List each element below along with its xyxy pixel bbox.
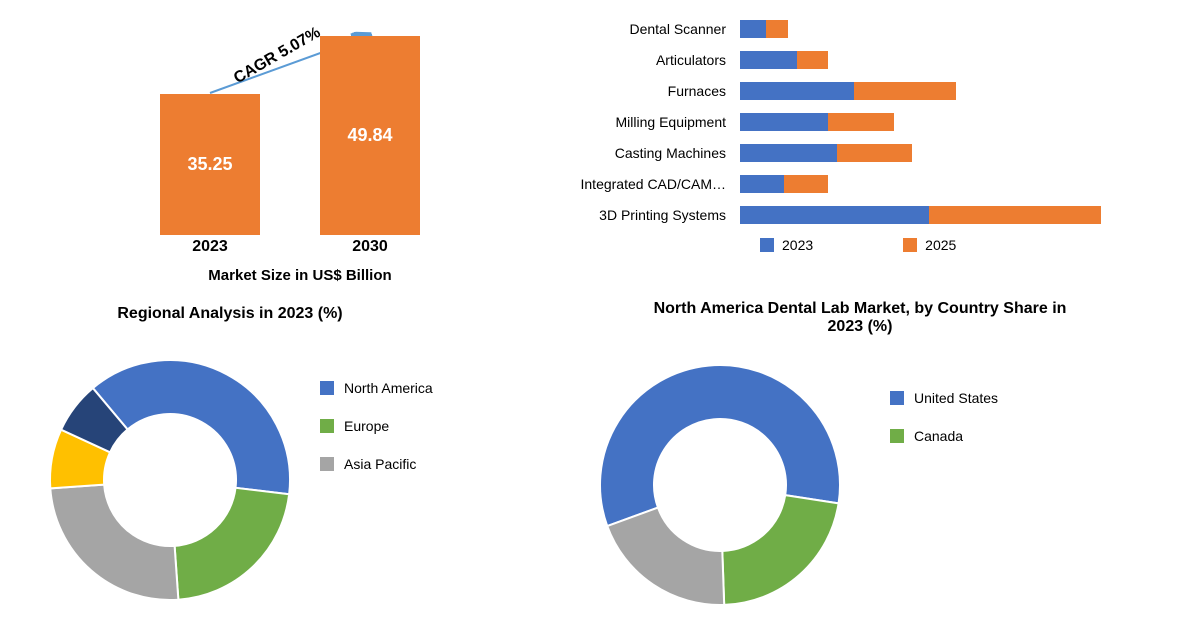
panel-north-america: North America Dental Lab Market, by Coun… <box>520 300 1200 600</box>
bar-xlabel-2030: 2030 <box>320 238 420 256</box>
legend-item: United States <box>890 390 998 406</box>
legend-item: 2023 <box>760 237 813 253</box>
legend-item: 2025 <box>903 237 956 253</box>
panel-equipment: Dental Scanner Articulators Furnaces Millin… <box>520 0 1200 300</box>
equipment-legend: 2023 2025 <box>540 237 1180 253</box>
regional-legend: North America Europe Asia Pacific <box>320 380 433 472</box>
bar-2023: 35.25 <box>160 94 260 235</box>
hbar-row: Furnaces <box>540 77 1180 105</box>
legend-swatch <box>760 238 774 252</box>
hbar-label: Integrated CAD/CAM… <box>540 176 740 192</box>
hbar-label: Articulators <box>540 52 740 68</box>
legend-label: North America <box>344 380 433 396</box>
na-legend: United States Canada <box>890 390 998 444</box>
hbar-row: 3D Printing Systems <box>540 201 1180 229</box>
legend-swatch <box>890 391 904 405</box>
hbar-segments <box>740 82 956 100</box>
hbar-seg <box>740 20 766 38</box>
hbar-seg <box>784 175 828 193</box>
hbar-segments <box>740 20 788 38</box>
equipment-chart: Dental Scanner Articulators Furnaces Millin… <box>540 15 1180 275</box>
legend-label: Europe <box>344 418 389 434</box>
bar-xlabel-2023: 2023 <box>160 238 260 256</box>
hbar-label: Dental Scanner <box>540 21 740 37</box>
legend-label: 2023 <box>782 237 813 253</box>
legend-swatch <box>320 419 334 433</box>
panel-regional: Regional Analysis in 2023 (%) North Amer… <box>0 300 520 600</box>
hbar-seg <box>828 113 894 131</box>
donut-slice <box>722 495 838 605</box>
hbar-seg <box>854 82 955 100</box>
donut-slice <box>50 485 178 600</box>
legend-swatch <box>320 381 334 395</box>
regional-donut <box>40 350 300 610</box>
legend-label: United States <box>914 390 998 406</box>
hbar-segments <box>740 113 894 131</box>
hbar-seg <box>740 144 837 162</box>
legend-item: Europe <box>320 418 433 434</box>
legend-item: Asia Pacific <box>320 456 433 472</box>
hbar-seg <box>740 206 929 224</box>
legend-label: Canada <box>914 428 963 444</box>
na-title: North America Dental Lab Market, by Coun… <box>650 300 1070 336</box>
legend-item: Canada <box>890 428 998 444</box>
hbar-seg <box>740 82 854 100</box>
hbar-seg <box>797 51 828 69</box>
hbar-segments <box>740 175 828 193</box>
legend-swatch <box>320 457 334 471</box>
hbar-seg <box>740 51 797 69</box>
hbar-seg <box>766 20 788 38</box>
legend-swatch <box>903 238 917 252</box>
hbar-seg <box>740 113 828 131</box>
hbar-segments <box>740 206 1101 224</box>
donut-slice <box>607 508 724 605</box>
donut-slice <box>175 488 290 600</box>
hbar-seg <box>929 206 1101 224</box>
na-donut <box>590 355 850 615</box>
hbar-row: Dental Scanner <box>540 15 1180 43</box>
bar-2030: 49.84 <box>320 36 420 235</box>
hbar-row: Articulators <box>540 46 1180 74</box>
legend-label: 2025 <box>925 237 956 253</box>
panel-market-size: CAGR 5.07% 35.2549.84 Market Size in US$… <box>0 0 520 300</box>
hbar-label: Furnaces <box>540 83 740 99</box>
legend-swatch <box>890 429 904 443</box>
legend-item: North America <box>320 380 433 396</box>
hbar-label: Milling Equipment <box>540 114 740 130</box>
bar-chart-area: CAGR 5.07% 35.2549.84 <box>150 35 450 235</box>
hbar-label: Casting Machines <box>540 145 740 161</box>
legend-label: Asia Pacific <box>344 456 416 472</box>
hbar-row: Milling Equipment <box>540 108 1180 136</box>
regional-title: Regional Analysis in 2023 (%) <box>70 305 390 323</box>
hbar-seg <box>837 144 912 162</box>
hbar-row: Integrated CAD/CAM… <box>540 170 1180 198</box>
hbar-segments <box>740 144 912 162</box>
market-size-caption: Market Size in US$ Billion <box>140 267 460 284</box>
hbar-label: 3D Printing Systems <box>540 207 740 223</box>
hbar-seg <box>740 175 784 193</box>
hbar-segments <box>740 51 828 69</box>
hbar-row: Casting Machines <box>540 139 1180 167</box>
